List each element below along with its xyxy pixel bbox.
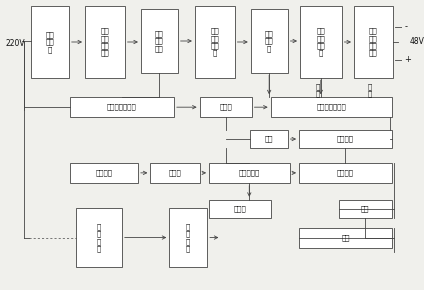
Text: -: - [404, 23, 407, 32]
Bar [31, 6, 69, 78]
Bar [209, 200, 271, 218]
Text: 全桥
变换
器: 全桥 变换 器 [265, 30, 273, 52]
Text: 电
压: 电 压 [316, 83, 320, 97]
Bar [339, 200, 392, 218]
Text: 过流取样、比较: 过流取样、比较 [107, 104, 137, 110]
Bar [251, 9, 287, 73]
Bar [200, 97, 252, 117]
Text: 欠压、过压比较: 欠压、过压比较 [316, 104, 346, 110]
Text: 交流
限流
延时: 交流 限流 延时 [155, 30, 164, 52]
Text: 误差比较: 误差比较 [337, 170, 354, 176]
Text: 三角波: 三角波 [169, 170, 181, 176]
Text: 辅
助
电
源: 辅 助 电 源 [97, 223, 101, 252]
Text: 监
控
接
口: 监 控 接 口 [186, 223, 190, 252]
Bar [209, 163, 290, 183]
Bar [76, 208, 122, 267]
Text: 48V: 48V [410, 37, 424, 46]
Text: 脉冲发生: 脉冲发生 [95, 170, 112, 176]
Bar [70, 97, 174, 117]
Text: 脉宽调制器: 脉宽调制器 [239, 170, 260, 176]
Text: 均流: 均流 [341, 234, 350, 241]
Text: 软启动: 软启动 [234, 205, 246, 212]
Text: 驱动器: 驱动器 [219, 104, 232, 110]
Text: 限流: 限流 [361, 205, 370, 212]
Bar [195, 6, 234, 78]
Bar [169, 208, 207, 267]
Bar [141, 9, 178, 73]
Bar [299, 163, 392, 183]
Text: 交流
过压
欠压
保护: 交流 过压 欠压 保护 [100, 28, 109, 56]
Text: 高频
整流
滤波
器: 高频 整流 滤波 器 [316, 28, 325, 56]
Text: 过流
取样
比较
电路: 过流 取样 比较 电路 [369, 28, 378, 56]
Text: 电
流: 电 流 [368, 83, 372, 97]
Bar [354, 6, 393, 78]
Text: 电压比较: 电压比较 [337, 136, 354, 142]
Text: 基准: 基准 [265, 136, 273, 142]
Bar [250, 130, 287, 148]
Bar [70, 163, 138, 183]
Bar [85, 6, 125, 78]
Bar [299, 130, 392, 148]
Bar [299, 228, 392, 247]
Text: +: + [404, 55, 411, 64]
Bar [300, 6, 342, 78]
Text: 工频
整流
滤波
器: 工频 整流 滤波 器 [210, 28, 219, 56]
Text: 220V: 220V [6, 39, 25, 48]
Bar [271, 97, 392, 117]
Text: 线路
滤波
器: 线路 滤波 器 [45, 31, 54, 53]
Bar [151, 163, 200, 183]
